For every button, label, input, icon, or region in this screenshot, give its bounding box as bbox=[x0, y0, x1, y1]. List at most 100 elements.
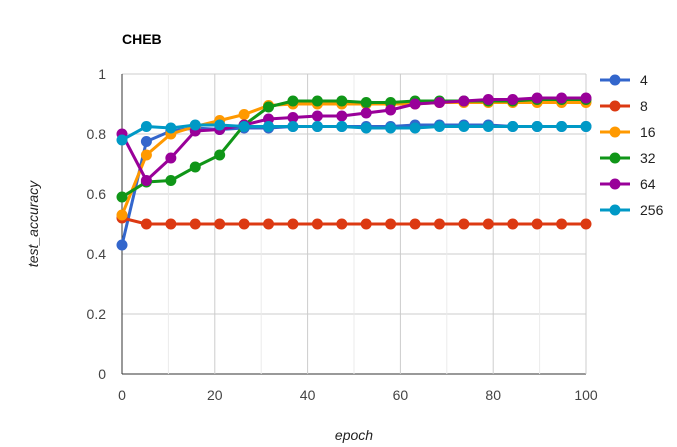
y-tick-label: 1 bbox=[98, 66, 106, 82]
data-point bbox=[580, 218, 592, 230]
y-axis-label: test_accuracy bbox=[25, 180, 41, 267]
y-tick-label: 0.8 bbox=[87, 126, 107, 142]
legend-swatch-marker bbox=[609, 204, 621, 216]
data-point bbox=[287, 218, 299, 230]
data-point bbox=[336, 121, 348, 132]
legend-item-4[interactable]: 4 bbox=[600, 72, 648, 88]
data-point bbox=[507, 218, 519, 230]
data-point bbox=[409, 218, 421, 230]
data-point bbox=[580, 92, 592, 104]
legend-item-16[interactable]: 16 bbox=[600, 124, 656, 140]
data-point bbox=[189, 119, 201, 131]
y-tick-label: 0.6 bbox=[87, 186, 107, 202]
data-point bbox=[140, 136, 152, 147]
legend: 4 8 16 32 64 256 bbox=[600, 72, 664, 218]
legend-swatch-marker bbox=[609, 152, 621, 164]
x-tick-label: 80 bbox=[485, 387, 501, 403]
legend-item-64[interactable]: 64 bbox=[600, 176, 656, 192]
data-point bbox=[214, 119, 226, 131]
data-point bbox=[482, 218, 494, 230]
data-point bbox=[531, 218, 543, 230]
data-point bbox=[263, 218, 275, 230]
data-point bbox=[263, 121, 275, 132]
data-point bbox=[458, 218, 470, 230]
x-tick-label: 100 bbox=[574, 387, 598, 403]
data-point bbox=[116, 209, 128, 221]
legend-item-256[interactable]: 256 bbox=[600, 202, 664, 218]
data-point bbox=[336, 95, 348, 107]
legend-swatch-marker bbox=[609, 100, 621, 112]
data-point bbox=[165, 175, 177, 186]
data-point bbox=[336, 110, 348, 122]
data-point bbox=[140, 121, 152, 132]
legend-item-32[interactable]: 32 bbox=[600, 150, 656, 166]
data-point bbox=[140, 218, 152, 230]
data-point bbox=[311, 218, 323, 230]
data-point bbox=[580, 121, 592, 132]
data-point bbox=[116, 134, 128, 146]
data-point bbox=[385, 122, 397, 134]
data-point bbox=[165, 122, 177, 134]
series-8 bbox=[116, 212, 592, 230]
data-point bbox=[238, 218, 250, 230]
data-point bbox=[238, 121, 250, 132]
data-point bbox=[409, 98, 421, 110]
legend-swatch-marker bbox=[609, 126, 621, 138]
y-tick-label: 0.2 bbox=[87, 306, 107, 322]
legend-label: 64 bbox=[640, 176, 656, 192]
x-tick-label: 60 bbox=[393, 387, 409, 403]
data-point bbox=[287, 95, 299, 107]
data-point bbox=[433, 218, 445, 230]
data-point bbox=[214, 218, 226, 230]
legend-label: 8 bbox=[640, 98, 648, 114]
data-point bbox=[165, 218, 177, 230]
data-point bbox=[507, 94, 519, 105]
data-point bbox=[140, 175, 152, 186]
data-point bbox=[311, 95, 323, 107]
data-point bbox=[482, 121, 494, 132]
data-point bbox=[556, 92, 568, 104]
series-256 bbox=[116, 119, 592, 146]
legend-label: 32 bbox=[640, 150, 656, 166]
data-point bbox=[165, 152, 177, 164]
data-point bbox=[189, 161, 201, 173]
data-point bbox=[360, 122, 372, 134]
x-axis-label: epoch bbox=[335, 427, 373, 443]
legend-swatch-marker bbox=[609, 74, 621, 86]
x-tick-label: 20 bbox=[207, 387, 223, 403]
data-point bbox=[507, 121, 519, 132]
data-point bbox=[433, 121, 445, 132]
data-point bbox=[458, 95, 470, 107]
legend-label: 16 bbox=[640, 124, 656, 140]
data-point bbox=[531, 92, 543, 104]
data-point bbox=[116, 191, 128, 203]
series-layer bbox=[116, 92, 592, 251]
legend-label: 256 bbox=[640, 202, 664, 218]
x-tick-label: 0 bbox=[118, 387, 126, 403]
data-point bbox=[189, 218, 201, 230]
data-point bbox=[360, 97, 372, 108]
data-point bbox=[311, 121, 323, 132]
data-point bbox=[531, 121, 543, 132]
y-tick-label: 0.4 bbox=[87, 246, 107, 262]
data-point bbox=[433, 97, 445, 108]
data-point bbox=[360, 107, 372, 119]
legend-item-8[interactable]: 8 bbox=[600, 98, 648, 114]
data-point bbox=[263, 101, 275, 113]
data-point bbox=[556, 218, 568, 230]
data-point bbox=[140, 149, 152, 161]
data-point bbox=[360, 218, 372, 230]
data-point bbox=[311, 110, 323, 122]
data-point bbox=[482, 94, 494, 105]
data-point bbox=[556, 121, 568, 132]
data-point bbox=[409, 122, 421, 134]
data-point bbox=[214, 149, 226, 161]
legend-swatch-marker bbox=[609, 178, 621, 190]
data-point bbox=[385, 218, 397, 230]
x-tick-label: 40 bbox=[300, 387, 316, 403]
data-point bbox=[336, 218, 348, 230]
data-point bbox=[287, 112, 299, 123]
data-point bbox=[287, 121, 299, 132]
data-point bbox=[116, 239, 128, 251]
